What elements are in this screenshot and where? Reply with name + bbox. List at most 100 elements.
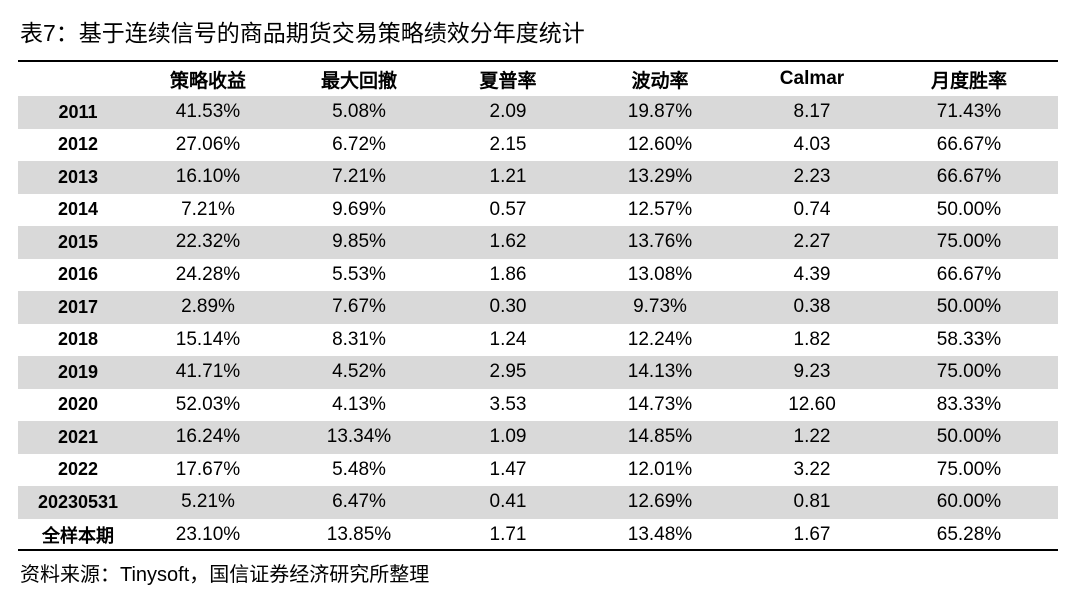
header-cell-strategy-return: 策略收益 [138, 62, 278, 96]
cell-row-label: 2016 [18, 258, 138, 291]
cell-row-label: 2017 [18, 291, 138, 324]
header-cell-max-drawdown: 最大回撤 [278, 62, 440, 96]
cell-volatility: 12.24% [576, 323, 744, 356]
table-bottom-rule [18, 549, 1058, 551]
cell-volatility: 12.57% [576, 193, 744, 226]
table-row: 2021 16.24% 13.34% 1.09 14.85% 1.22 50.00% [18, 421, 1058, 454]
cell-max-drawdown: 8.31% [278, 323, 440, 356]
table-caption: 表7：基于连续信号的商品期货交易策略绩效分年度统计 [20, 20, 585, 46]
cell-max-drawdown: 6.72% [278, 128, 440, 161]
cell-row-label: 2021 [18, 421, 138, 454]
table-row: 2011 41.53% 5.08% 2.09 19.87% 8.17 71.43% [18, 96, 1058, 129]
cell-row-label: 2022 [18, 453, 138, 486]
cell-monthly-win-rate: 50.00% [880, 193, 1058, 226]
cell-max-drawdown: 13.34% [278, 421, 440, 454]
cell-strategy-return: 7.21% [138, 193, 278, 226]
cell-volatility: 12.01% [576, 453, 744, 486]
cell-volatility: 19.87% [576, 96, 744, 129]
table-body: 2011 41.53% 5.08% 2.09 19.87% 8.17 71.43% 2012 2… [18, 96, 1058, 551]
cell-calmar: 9.23 [744, 356, 880, 389]
cell-sharpe-ratio: 0.41 [440, 486, 576, 519]
cell-monthly-win-rate: 50.00% [880, 421, 1058, 454]
table-row: 2014 7.21% 9.69% 0.57 12.57% 0.74 50.00% [18, 193, 1058, 226]
cell-monthly-win-rate: 65.28% [880, 518, 1058, 551]
cell-row-label: 20230531 [18, 486, 138, 519]
cell-monthly-win-rate: 75.00% [880, 226, 1058, 259]
cell-sharpe-ratio: 0.57 [440, 193, 576, 226]
table-row: 全样本期 23.10% 13.85% 1.71 13.48% 1.67 65.28% [18, 518, 1058, 551]
source-note: 资料来源：Tinysoft，国信证券经济研究所整理 [20, 564, 430, 586]
table-row: 2016 24.28% 5.53% 1.86 13.08% 4.39 66.67% [18, 258, 1058, 291]
cell-calmar: 8.17 [744, 96, 880, 129]
cell-calmar: 1.67 [744, 518, 880, 551]
cell-sharpe-ratio: 1.71 [440, 518, 576, 551]
cell-strategy-return: 27.06% [138, 128, 278, 161]
cell-sharpe-ratio: 0.30 [440, 291, 576, 324]
cell-sharpe-ratio: 2.95 [440, 356, 576, 389]
table-row: 2020 52.03% 4.13% 3.53 14.73% 12.60 83.33% [18, 388, 1058, 421]
cell-max-drawdown: 5.53% [278, 258, 440, 291]
cell-monthly-win-rate: 83.33% [880, 388, 1058, 421]
cell-max-drawdown: 5.08% [278, 96, 440, 129]
cell-sharpe-ratio: 1.24 [440, 323, 576, 356]
cell-monthly-win-rate: 75.00% [880, 453, 1058, 486]
cell-calmar: 0.74 [744, 193, 880, 226]
cell-strategy-return: 2.89% [138, 291, 278, 324]
cell-row-label: 2013 [18, 161, 138, 194]
cell-strategy-return: 23.10% [138, 518, 278, 551]
cell-volatility: 13.76% [576, 226, 744, 259]
cell-sharpe-ratio: 2.09 [440, 96, 576, 129]
table-top-rule [18, 60, 1058, 62]
cell-sharpe-ratio: 1.09 [440, 421, 576, 454]
cell-monthly-win-rate: 66.67% [880, 161, 1058, 194]
cell-monthly-win-rate: 71.43% [880, 96, 1058, 129]
cell-sharpe-ratio: 1.21 [440, 161, 576, 194]
cell-calmar: 2.27 [744, 226, 880, 259]
cell-calmar: 4.03 [744, 128, 880, 161]
table-header-row: 策略收益 最大回撤 夏普率 波动率 Calmar 月度胜率 [18, 62, 1058, 96]
cell-monthly-win-rate: 60.00% [880, 486, 1058, 519]
cell-volatility: 14.13% [576, 356, 744, 389]
table-row: 2012 27.06% 6.72% 2.15 12.60% 4.03 66.67% [18, 128, 1058, 161]
header-cell-monthly-win-rate: 月度胜率 [880, 62, 1058, 96]
performance-table: 策略收益 最大回撤 夏普率 波动率 Calmar 月度胜率 2011 41.53%… [18, 62, 1058, 551]
cell-max-drawdown: 7.21% [278, 161, 440, 194]
cell-volatility: 12.69% [576, 486, 744, 519]
cell-strategy-return: 16.10% [138, 161, 278, 194]
cell-row-label: 2020 [18, 388, 138, 421]
cell-volatility: 13.48% [576, 518, 744, 551]
cell-calmar: 1.22 [744, 421, 880, 454]
cell-strategy-return: 15.14% [138, 323, 278, 356]
table-row: 2018 15.14% 8.31% 1.24 12.24% 1.82 58.33% [18, 323, 1058, 356]
table-row: 2015 22.32% 9.85% 1.62 13.76% 2.27 75.00% [18, 226, 1058, 259]
cell-strategy-return: 22.32% [138, 226, 278, 259]
cell-strategy-return: 5.21% [138, 486, 278, 519]
cell-row-label: 2019 [18, 356, 138, 389]
cell-calmar: 12.60 [744, 388, 880, 421]
cell-sharpe-ratio: 2.15 [440, 128, 576, 161]
cell-monthly-win-rate: 66.67% [880, 258, 1058, 291]
cell-calmar: 4.39 [744, 258, 880, 291]
cell-monthly-win-rate: 50.00% [880, 291, 1058, 324]
cell-row-label: 2015 [18, 226, 138, 259]
cell-strategy-return: 24.28% [138, 258, 278, 291]
cell-row-label: 2011 [18, 96, 138, 129]
cell-max-drawdown: 6.47% [278, 486, 440, 519]
cell-strategy-return: 41.53% [138, 96, 278, 129]
cell-max-drawdown: 13.85% [278, 518, 440, 551]
cell-calmar: 2.23 [744, 161, 880, 194]
cell-strategy-return: 41.71% [138, 356, 278, 389]
cell-volatility: 14.85% [576, 421, 744, 454]
table-row: 2022 17.67% 5.48% 1.47 12.01% 3.22 75.00% [18, 453, 1058, 486]
cell-sharpe-ratio: 3.53 [440, 388, 576, 421]
cell-volatility: 12.60% [576, 128, 744, 161]
cell-max-drawdown: 4.13% [278, 388, 440, 421]
cell-max-drawdown: 9.69% [278, 193, 440, 226]
header-cell-sharpe-ratio: 夏普率 [440, 62, 576, 96]
cell-max-drawdown: 9.85% [278, 226, 440, 259]
cell-monthly-win-rate: 66.67% [880, 128, 1058, 161]
cell-sharpe-ratio: 1.86 [440, 258, 576, 291]
cell-calmar: 0.38 [744, 291, 880, 324]
table-row: 2017 2.89% 7.67% 0.30 9.73% 0.38 50.00% [18, 291, 1058, 324]
header-cell-volatility: 波动率 [576, 62, 744, 96]
